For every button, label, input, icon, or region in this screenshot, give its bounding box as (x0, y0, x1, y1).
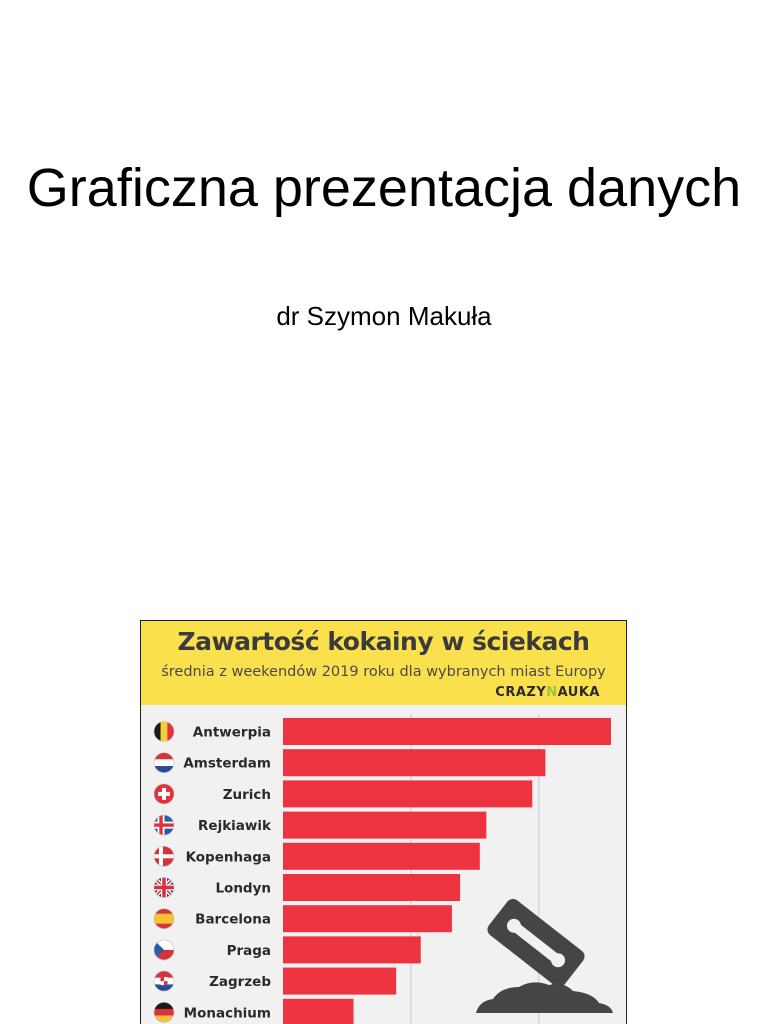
blade-slot (512, 923, 560, 963)
united-kingdom-flag-icon (154, 877, 174, 898)
bar (283, 905, 452, 933)
slide-title: Graficzna prezentacja danych (26, 158, 742, 218)
brand-logo: CRAZYNAUKA (495, 685, 600, 700)
bar (283, 718, 611, 745)
razor-blade-icon (476, 898, 613, 1013)
category-label: Monachium (184, 1005, 271, 1021)
chart-row: Kopenhaga (153, 842, 480, 870)
netherlands-flag-icon (154, 752, 174, 773)
chart-row: Zurich (153, 780, 533, 808)
category-label: Praga (227, 943, 271, 959)
bar (283, 967, 397, 995)
chart-row: Monachium (153, 998, 354, 1024)
slide-subtitle: dr Szymon Makuła (276, 301, 492, 331)
bar (283, 936, 421, 964)
category-label: Londyn (215, 881, 271, 897)
iceland-flag-icon (154, 815, 174, 836)
czechia-flag-icon (154, 939, 174, 960)
blade-hole-right (551, 953, 566, 968)
brand-accent: N (546, 685, 558, 700)
chart-title: Zawartość kokainy w ściekach (177, 627, 590, 656)
chart-bars: Antwerpia Amsterdam Zurich Rejkiawik Kopenha… (153, 718, 611, 1024)
chart-row: Praga (153, 936, 421, 964)
infographic-header: Zawartość kokainy w ściekach średnia z w… (141, 621, 626, 705)
category-label: Kopenhaga (186, 849, 271, 865)
chart-row: Londyn (153, 874, 461, 901)
blade-hole-left (506, 918, 521, 933)
bar (283, 811, 487, 839)
switzerland-flag-icon (154, 783, 174, 804)
category-label: Zurich (223, 787, 271, 803)
cocaine-infographic: Zawartość kokainy w ściekach średnia z w… (140, 620, 627, 1024)
croatia-flag-icon (154, 971, 174, 992)
bar (283, 749, 546, 777)
brand-prefix: CRAZY (495, 685, 547, 700)
spain-flag-icon (154, 908, 174, 929)
chart-row: Amsterdam (153, 749, 546, 777)
category-label: Amsterdam (183, 756, 271, 772)
bar (283, 780, 533, 808)
category-label: Barcelona (195, 912, 271, 928)
denmark-flag-icon (154, 846, 174, 867)
bar-chart: Antwerpia Amsterdam Zurich Rejkiawik Kopenha… (153, 714, 613, 1024)
category-label: Zagrzeb (209, 974, 271, 990)
chart-row: Antwerpia (153, 718, 611, 745)
chart-row: Rejkiawik (153, 811, 487, 839)
germany-flag-icon (154, 1002, 174, 1023)
chart-subtitle: średnia z weekendów 2019 roku dla wybran… (161, 664, 606, 680)
chart-row: Barcelona (153, 905, 452, 933)
powder-pile (476, 982, 613, 1013)
belgium-flag-icon (154, 721, 174, 742)
bar (283, 842, 480, 870)
bar (283, 874, 461, 901)
brand-suffix: AUKA (557, 685, 600, 700)
chart-row: Zagrzeb (153, 967, 397, 995)
bar (283, 998, 354, 1024)
category-label: Rejkiawik (198, 818, 272, 834)
category-label: Antwerpia (193, 725, 271, 741)
